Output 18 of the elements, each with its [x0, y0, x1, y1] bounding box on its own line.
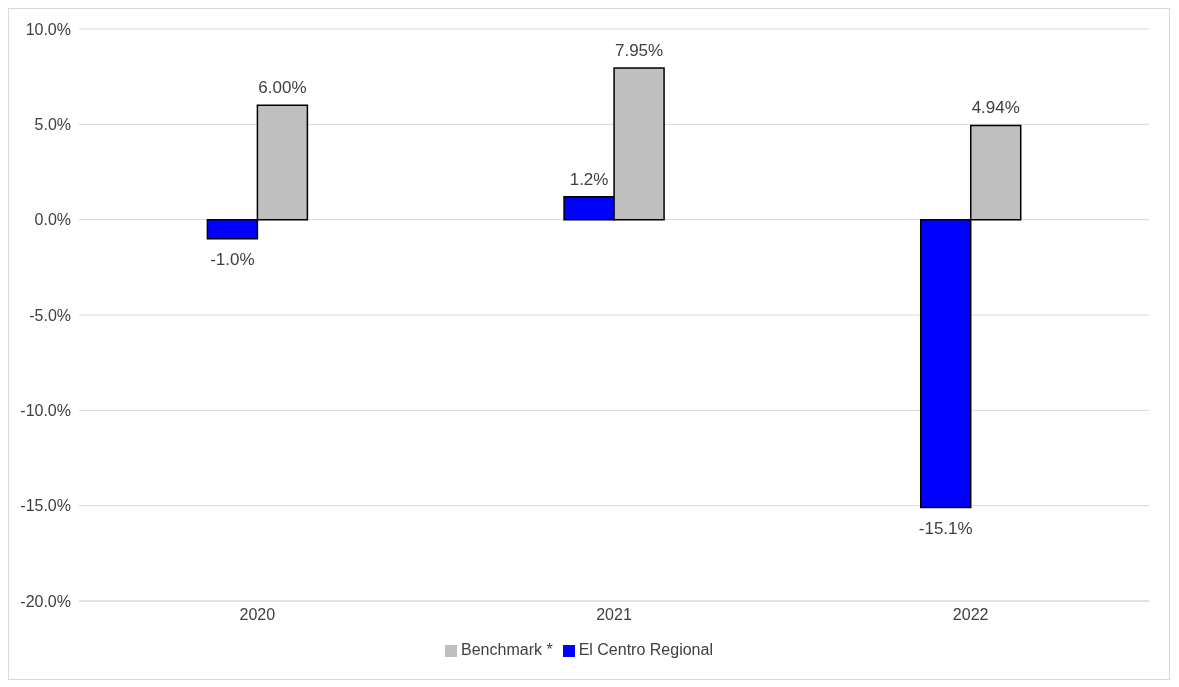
- data-label: -15.1%: [918, 518, 973, 538]
- legend-label: El Centro Regional: [578, 641, 713, 658]
- y-tick-label: -10.0%: [20, 402, 71, 420]
- data-label: 1.2%: [569, 169, 609, 189]
- x-tick-label: 2021: [596, 606, 632, 624]
- y-tick-label: -5.0%: [29, 306, 71, 324]
- data-label: 4.94%: [971, 98, 1020, 118]
- y-tick-label: 10.0%: [25, 20, 71, 38]
- data-label: 7.95%: [614, 41, 664, 61]
- y-tick-label: -15.0%: [20, 497, 71, 515]
- y-tick-label: 5.0%: [34, 116, 71, 134]
- y-tick-label: 0.0%: [34, 211, 71, 229]
- legend-label: Benchmark *: [461, 641, 553, 658]
- x-tick-label: 2020: [239, 606, 276, 624]
- data-label: -1.0%: [210, 249, 255, 269]
- data-label: 6.00%: [258, 78, 307, 98]
- x-tick-label: 2022: [952, 606, 989, 624]
- y-tick-label: -20.0%: [20, 592, 71, 610]
